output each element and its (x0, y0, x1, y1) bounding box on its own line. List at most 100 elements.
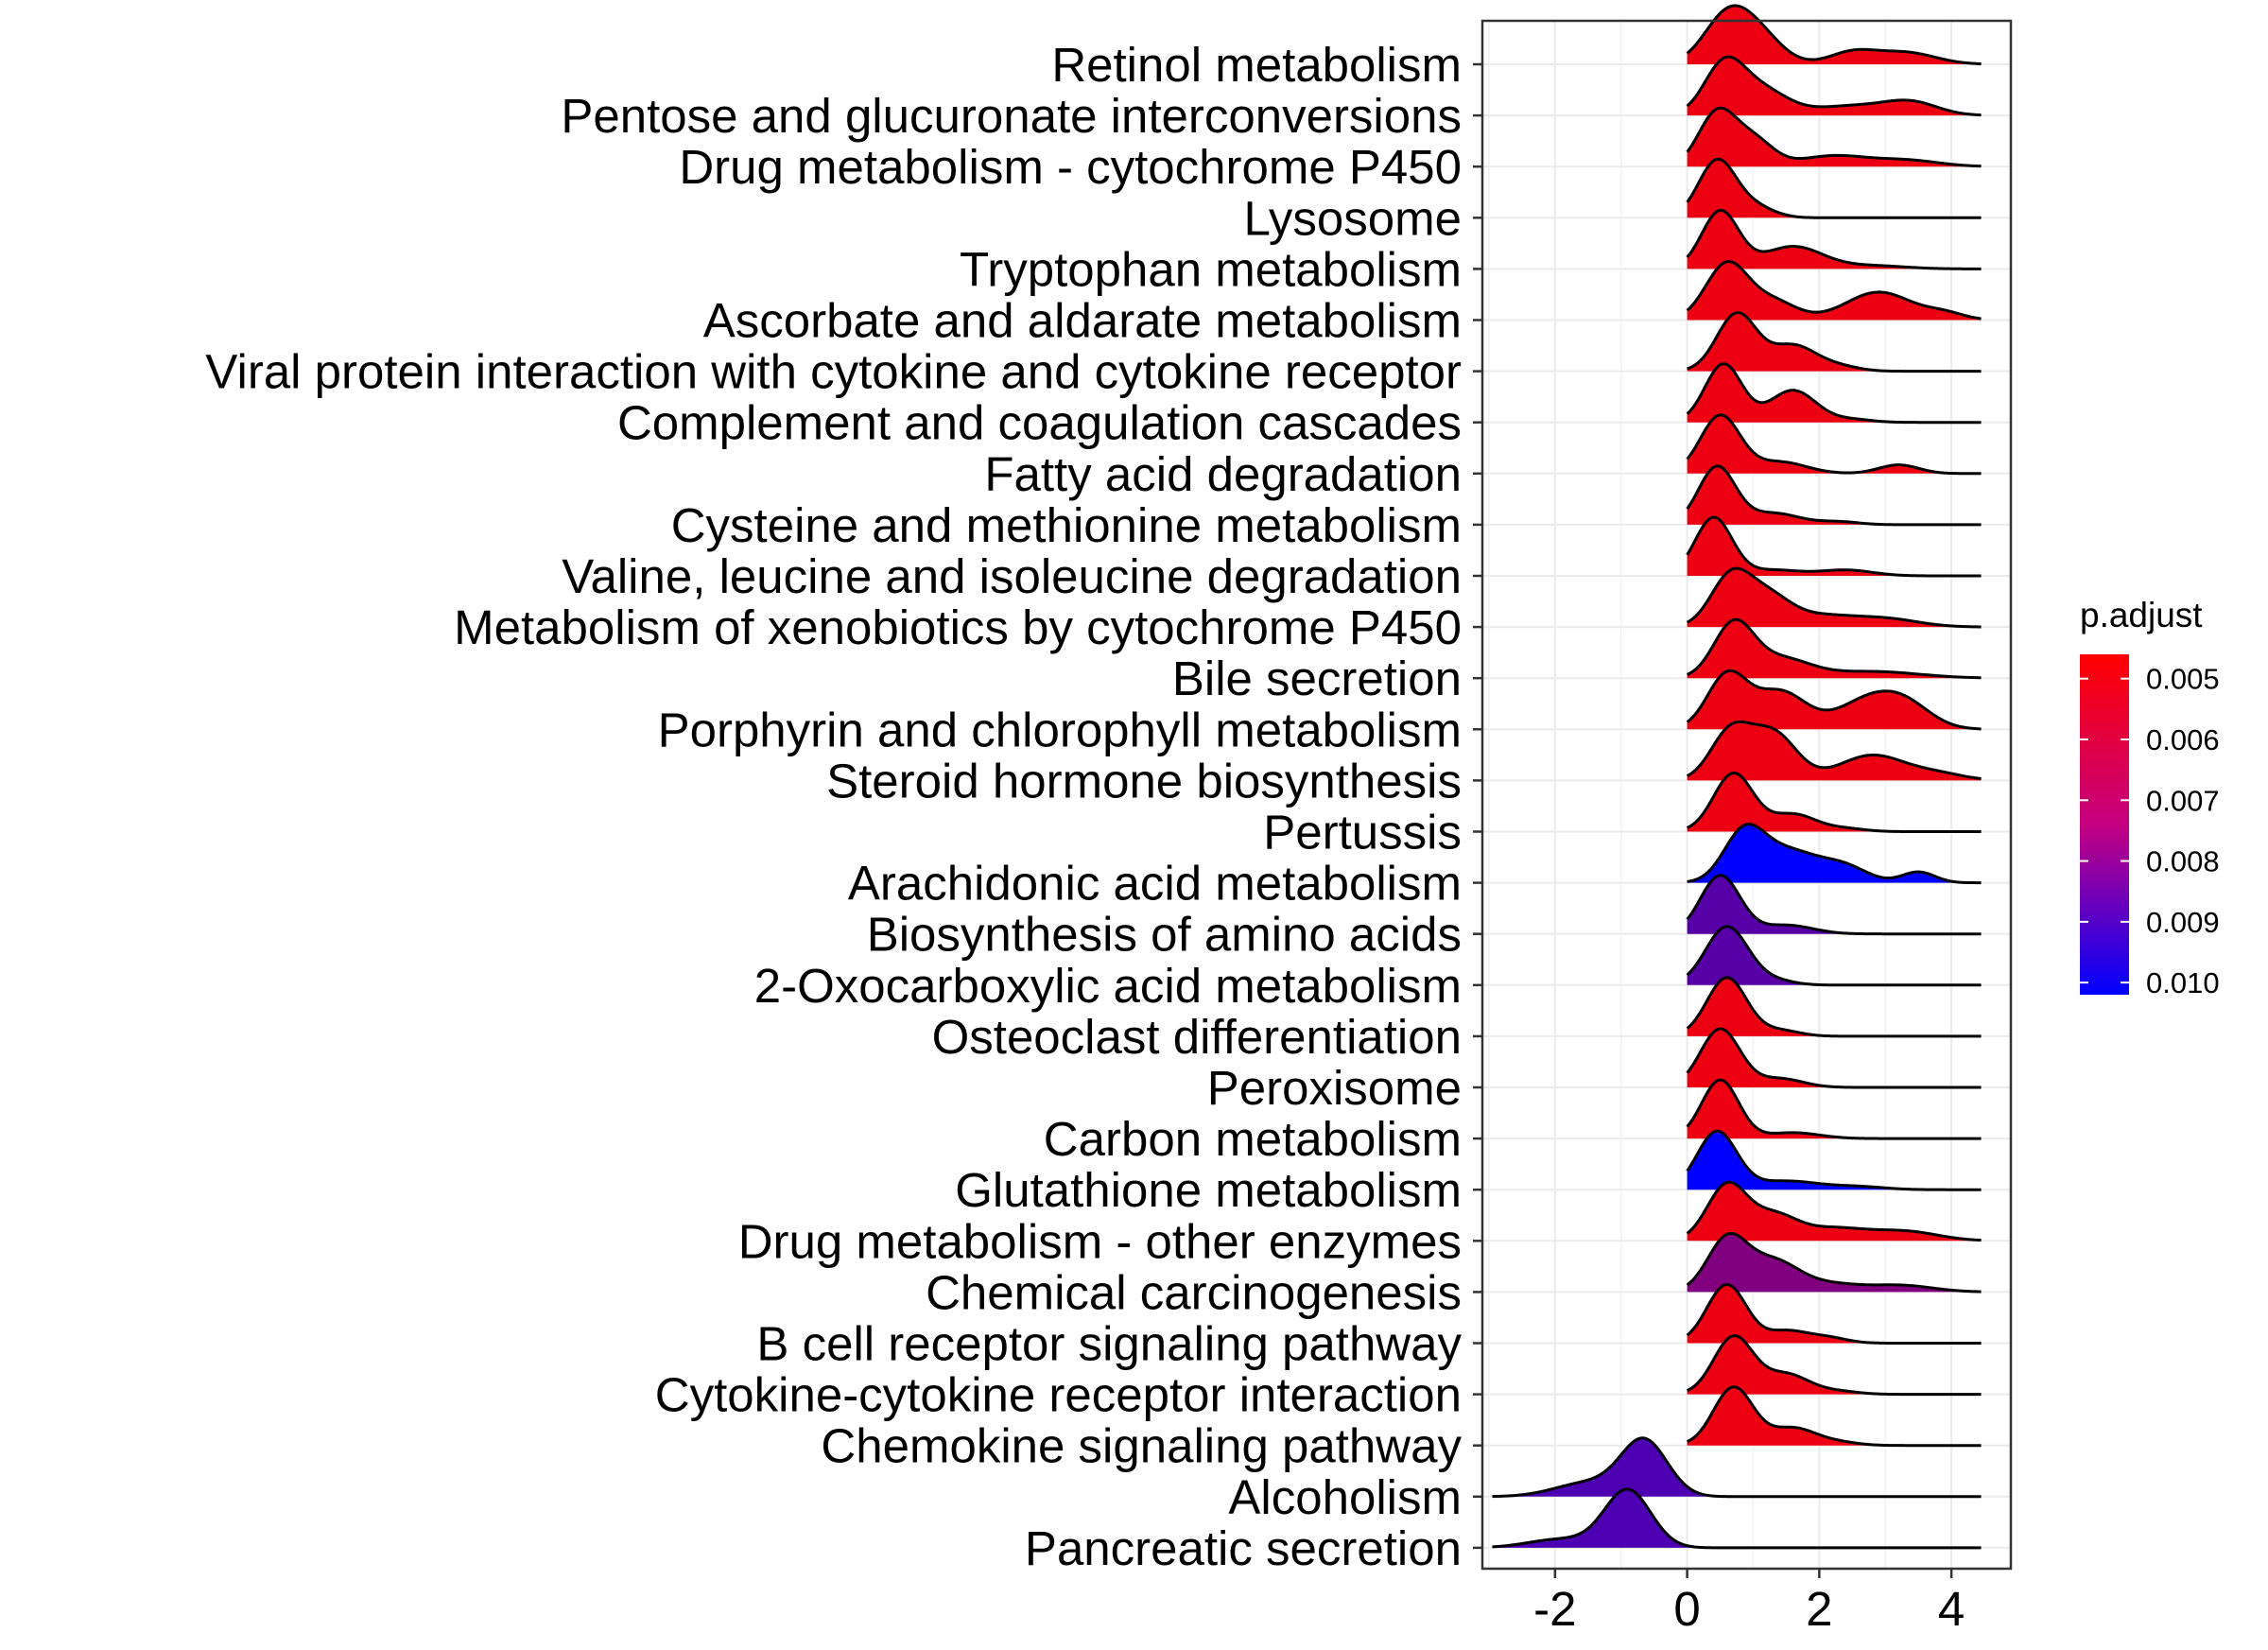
ridge (1686, 1231, 1982, 1294)
ridge (1686, 413, 1982, 476)
ridge-fill (1492, 1488, 1982, 1548)
ridge-outline (1686, 106, 1982, 168)
category-label: Retinol metabolism (1051, 38, 1462, 92)
ridge-fill (1687, 1386, 1982, 1446)
ridge (1686, 208, 1982, 270)
ridge (1687, 311, 1982, 373)
legend-colorbar (2080, 654, 2129, 995)
ridge-fill (1687, 108, 1982, 167)
ridge-fill (1687, 6, 1982, 64)
ridge-fill (1687, 1182, 1982, 1242)
ridge-outline (1686, 669, 1982, 731)
ridge-outline (1687, 823, 1982, 885)
ridge-outline (1492, 1487, 1982, 1550)
ridge-outline (1686, 260, 1982, 321)
x-tick-label: 2 (1806, 1582, 1832, 1636)
ridge-outline (1686, 1180, 1982, 1242)
ridge-outline (1687, 617, 1982, 680)
ridge-fill (1687, 1233, 1982, 1293)
x-tick-label: 0 (1673, 1582, 1700, 1636)
category-label: Valine, leucine and isoleucine degradati… (562, 549, 1462, 603)
ridge-fill (1687, 1284, 1982, 1344)
ridge-outline (1492, 1436, 1982, 1499)
ridge-outline (1686, 1334, 1982, 1397)
category-label: Lysosome (1243, 191, 1462, 245)
ridge (1686, 720, 1982, 781)
ridge-outline (1687, 311, 1982, 373)
category-label: Complement and coagulation cascades (617, 396, 1462, 450)
category-label: Cytokine-cytokine receptor interaction (655, 1368, 1462, 1422)
category-label: Pancreatic secretion (1025, 1521, 1462, 1575)
category-label: Tryptophan metabolism (960, 242, 1462, 296)
category-label: 2-Oxocarboxylic acid metabolism (754, 959, 1462, 1013)
category-label: Cysteine and methionine metabolism (671, 498, 1462, 552)
ridge (1686, 1129, 1982, 1191)
ridge-outline (1686, 208, 1982, 270)
category-label: Osteoclast differentiation (932, 1010, 1462, 1064)
category-label: Pertussis (1263, 806, 1462, 860)
ridge-fill (1687, 210, 1982, 269)
ridge-outline (1686, 1129, 1982, 1191)
ridge-fill (1687, 1131, 1982, 1190)
ridge (1686, 1334, 1982, 1397)
ridge-fill (1687, 773, 1982, 832)
legend-tick-label: 0.009 (2146, 906, 2220, 939)
ridge-outline (1686, 1027, 1982, 1089)
ridge-layer (1492, 4, 1982, 1550)
ridge (1686, 566, 1982, 629)
category-label: B cell receptor signaling pathway (756, 1317, 1462, 1371)
ridge-fill (1687, 312, 1982, 372)
ridge (1686, 362, 1982, 425)
ridge-fill (1687, 619, 1982, 679)
ridge-outline (1686, 566, 1982, 629)
category-label: Drug metabolism - other enzymes (738, 1214, 1462, 1268)
ridge (1686, 1283, 1982, 1345)
ridge-fill (1687, 721, 1982, 781)
ridge (1686, 976, 1982, 1038)
ridge (1492, 1436, 1982, 1499)
category-label: Steroid hormone biosynthesis (826, 754, 1462, 808)
legend-tick-label: 0.005 (2146, 663, 2220, 696)
category-label: Drug metabolism - cytochrome P450 (679, 140, 1462, 194)
ridge (1687, 617, 1982, 680)
category-label: Pentose and glucuronate interconversions (561, 89, 1462, 143)
ridge-outline (1686, 515, 1982, 578)
ridge-fill (1687, 517, 1982, 576)
ridge-outline (1686, 1283, 1982, 1345)
ridge-outline (1686, 413, 1982, 476)
ridge (1686, 669, 1982, 731)
category-label: Viral protein interaction with cytokine … (205, 345, 1462, 399)
ridge-outline (1686, 720, 1982, 780)
ridge (1686, 106, 1982, 168)
category-label: Glutathione metabolism (955, 1163, 1462, 1217)
ridge (1686, 464, 1982, 527)
legend-tick-label: 0.010 (2146, 966, 2220, 999)
ridge-outline (1686, 55, 1982, 117)
x-tick-label: 4 (1938, 1582, 1965, 1636)
ridge-outline (1686, 874, 1982, 936)
ridge (1686, 4, 1982, 66)
ridge (1686, 874, 1982, 936)
category-label: Fatty acid degradation (984, 447, 1462, 501)
legend-title: p.adjust (2080, 596, 2203, 634)
legend: p.adjust 0.005 0.006 0.007 0.008 0.009 0.010 (2080, 596, 2220, 999)
legend-tick-label: 0.006 (2146, 723, 2220, 756)
ridge-outline (1686, 4, 1982, 66)
category-label: Peroxisome (1207, 1061, 1462, 1115)
ridge (1686, 55, 1982, 117)
category-label: Metabolism of xenobiotics by cytochrome … (454, 600, 1462, 654)
ridge-fill (1687, 670, 1982, 730)
ridge-outline (1686, 362, 1982, 425)
ridge (1686, 1180, 1982, 1242)
x-axis: -2 0 2 4 (1533, 1569, 1965, 1636)
category-label: Alcoholism (1228, 1470, 1462, 1524)
ridge-outline (1686, 1078, 1982, 1140)
ridge-fill (1687, 977, 1982, 1036)
category-label: Ascorbate and aldarate metabolism (703, 294, 1462, 348)
ridge-outline (1686, 1231, 1982, 1294)
legend-tick-label: 0.007 (2146, 784, 2220, 817)
category-label: Arachidonic acid metabolism (848, 857, 1462, 911)
ridge-fill (1687, 824, 1982, 883)
ridge (1686, 260, 1982, 321)
